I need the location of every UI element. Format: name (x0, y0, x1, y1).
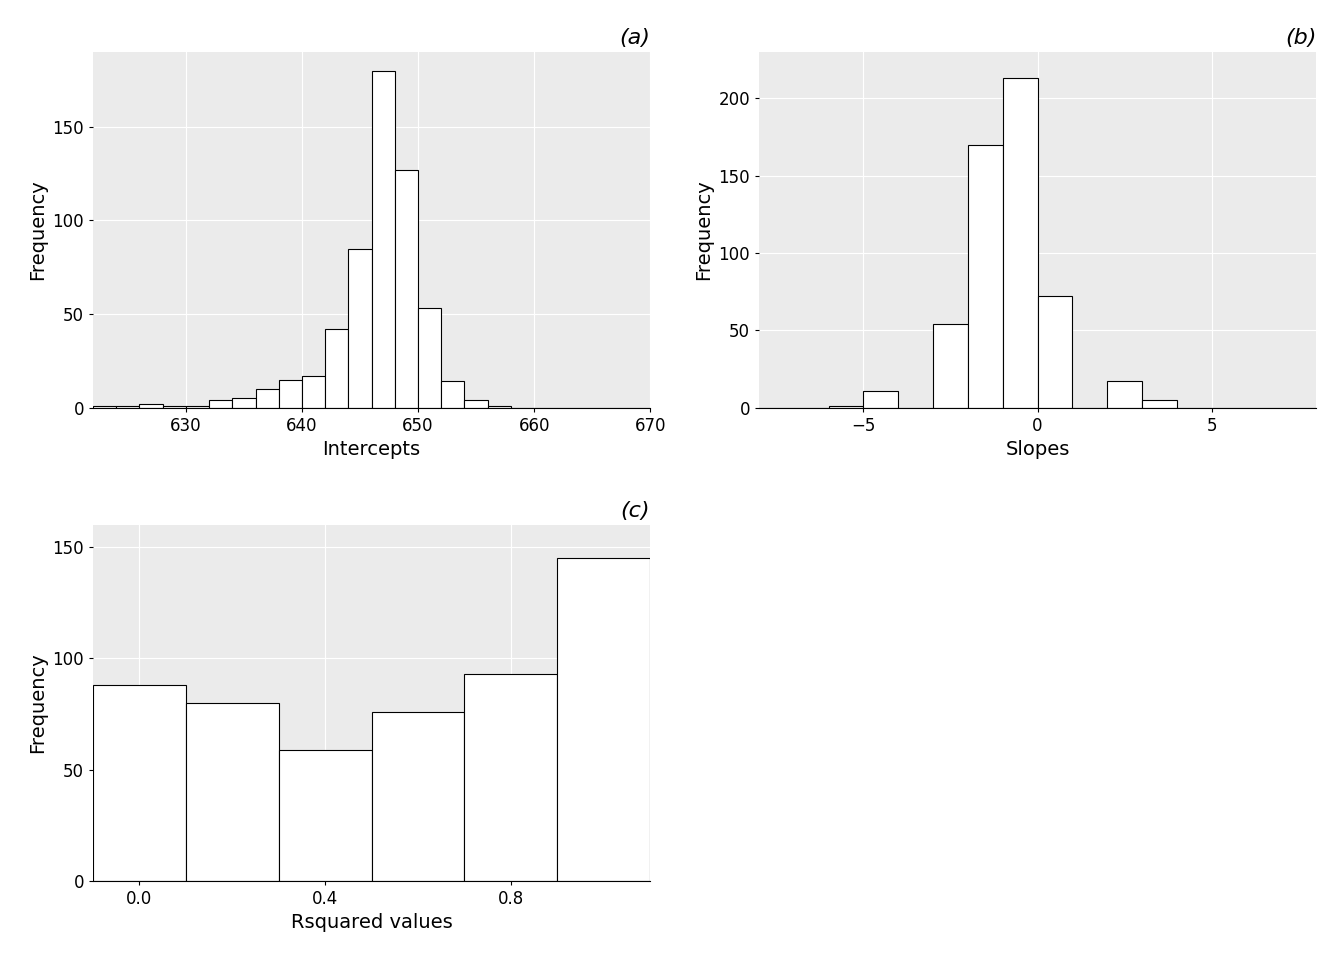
Bar (441, 381, 465, 408)
Y-axis label: Frequency: Frequency (28, 180, 47, 280)
Bar (933, 324, 968, 408)
Text: (c): (c) (621, 501, 650, 521)
X-axis label: Intercepts: Intercepts (323, 441, 421, 459)
Bar (325, 329, 348, 408)
Bar (185, 406, 210, 408)
Text: (b): (b) (1285, 28, 1316, 48)
Bar (558, 559, 650, 880)
Bar (348, 249, 371, 408)
Bar (968, 145, 1003, 408)
Bar (302, 375, 325, 408)
Bar (1142, 400, 1177, 408)
Bar (371, 71, 395, 408)
Bar (233, 398, 255, 408)
Bar (255, 389, 278, 408)
Text: (a): (a) (620, 28, 650, 48)
Bar (278, 379, 302, 408)
Bar (116, 406, 140, 408)
Bar (278, 750, 371, 880)
X-axis label: Slopes: Slopes (1005, 441, 1070, 459)
Bar (93, 406, 116, 408)
Bar (371, 711, 465, 880)
Bar (465, 674, 558, 880)
Bar (829, 406, 863, 408)
Bar (863, 391, 898, 408)
Bar (465, 400, 488, 408)
Y-axis label: Frequency: Frequency (694, 180, 712, 280)
Bar (395, 170, 418, 408)
Bar (163, 406, 185, 408)
Bar (210, 400, 233, 408)
Bar (418, 308, 441, 408)
Bar (1107, 381, 1142, 408)
Bar (140, 404, 163, 408)
Bar (93, 685, 185, 880)
Y-axis label: Frequency: Frequency (28, 653, 47, 754)
Bar (1038, 297, 1073, 408)
X-axis label: Rsquared values: Rsquared values (290, 913, 453, 932)
Bar (488, 406, 511, 408)
Bar (185, 703, 278, 880)
Bar (1003, 79, 1038, 408)
